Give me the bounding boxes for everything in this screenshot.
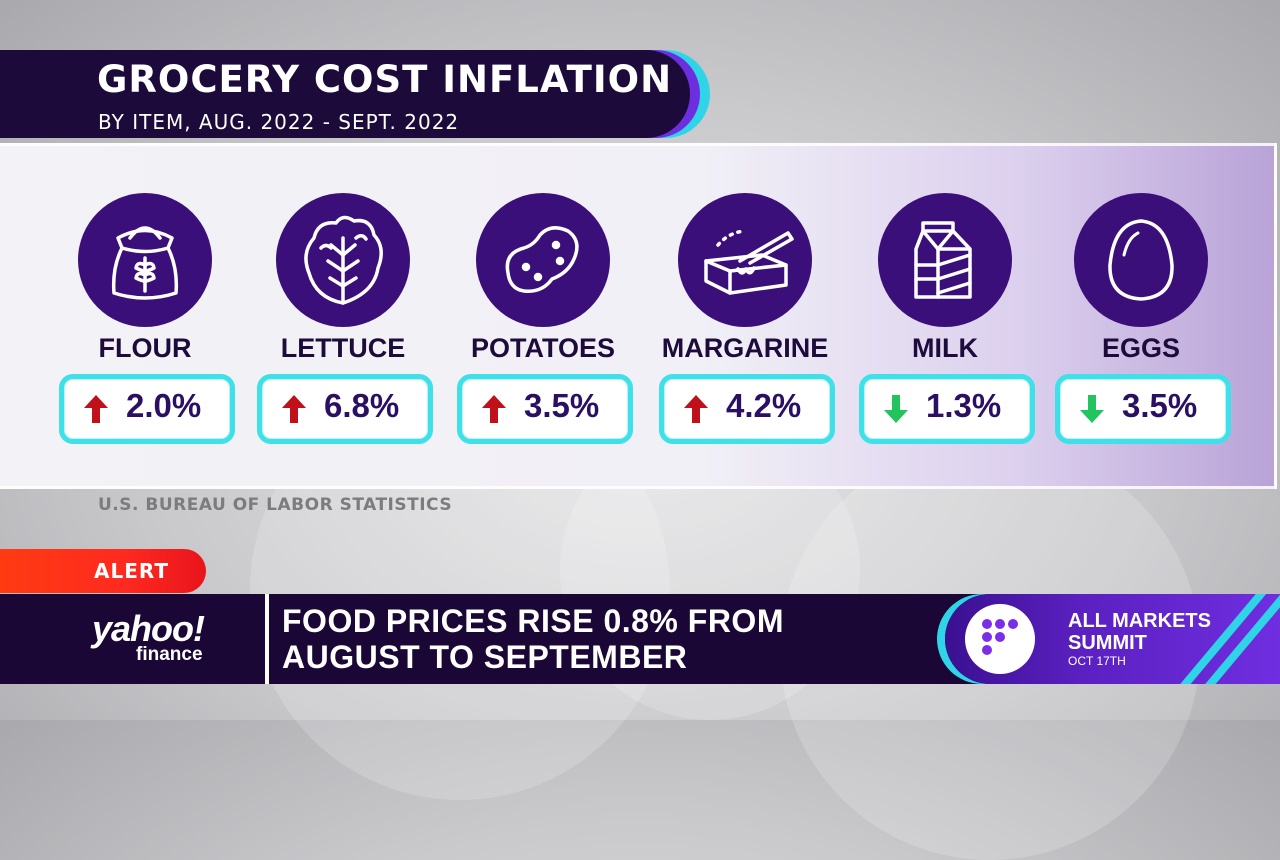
logo-main-text: yahoo! — [92, 608, 205, 649]
arrow-up-icon — [282, 395, 306, 423]
item-label: LETTUCE — [280, 333, 406, 363]
inflation-panel: FLOUR 2.0% LETTUCE 6.8% — [0, 143, 1277, 489]
summit-title: ALL MARKETS SUMMIT — [1068, 610, 1211, 654]
summit-promo: ALL MARKETS SUMMIT OCT 17TH — [945, 594, 1280, 684]
source-credit: U.S. BUREAU OF LABOR STATISTICS — [98, 495, 453, 515]
item-lettuce: LETTUCE 6.8% — [243, 146, 443, 486]
logo-sub-text: finance — [136, 644, 203, 665]
item-label: FLOUR — [98, 333, 192, 363]
item-label: POTATOES — [470, 333, 616, 363]
change-value: 4.2% — [726, 387, 802, 424]
item-eggs: EGGS 3.5% — [1041, 146, 1241, 486]
change-badge: 4.2% — [659, 374, 835, 444]
alert-label: ALERT — [94, 559, 170, 583]
item-flour: FLOUR 2.0% — [45, 146, 245, 486]
arrow-up-icon — [84, 395, 108, 423]
item-milk: MILK 1.3% — [845, 146, 1045, 486]
milk-carton-icon — [878, 193, 1012, 327]
news-ticker: yahoo! finance FOOD PRICES RISE 0.8% FRO… — [0, 594, 1280, 684]
item-margarine: MARGARINE 4.2% — [645, 146, 845, 486]
alert-tag: ALERT — [0, 549, 206, 593]
yahoo-finance-logo: yahoo! finance — [0, 594, 269, 684]
item-potatoes: POTATOES 3.5% — [443, 146, 643, 486]
margarine-icon — [678, 193, 812, 327]
chart-title: GROCERY COST INFLATION — [97, 58, 673, 101]
dots-icon — [982, 619, 1018, 655]
change-badge: 2.0% — [59, 374, 235, 444]
lettuce-icon — [276, 193, 410, 327]
change-value: 1.3% — [926, 387, 1002, 424]
summit-title-line-2: SUMMIT — [1068, 632, 1147, 654]
arrow-down-icon — [1080, 395, 1104, 423]
arrow-up-icon — [684, 395, 708, 423]
change-badge: 1.3% — [859, 374, 1035, 444]
arrow-up-icon — [482, 395, 506, 423]
change-value: 2.0% — [126, 387, 202, 424]
headline: FOOD PRICES RISE 0.8% FROM AUGUST TO SEP… — [282, 603, 784, 675]
chart-subtitle: BY ITEM, AUG. 2022 - SEPT. 2022 — [98, 110, 460, 134]
summit-logo-icon — [965, 604, 1035, 674]
item-label: EGGS — [1101, 333, 1181, 363]
change-value: 6.8% — [324, 387, 400, 424]
change-badge: 6.8% — [257, 374, 433, 444]
change-value: 3.5% — [1122, 387, 1198, 424]
egg-icon — [1074, 193, 1208, 327]
arrow-down-icon — [884, 395, 908, 423]
summit-title-line-1: ALL MARKETS — [1068, 610, 1211, 632]
item-label: MILK — [912, 333, 978, 363]
change-badge: 3.5% — [457, 374, 633, 444]
title-banner: GROCERY COST INFLATION BY ITEM, AUG. 202… — [0, 50, 690, 138]
change-badge: 3.5% — [1055, 374, 1231, 444]
summit-date: OCT 17TH — [1068, 654, 1126, 668]
headline-line-1: FOOD PRICES RISE 0.8% FROM — [282, 603, 784, 639]
headline-line-2: AUGUST TO SEPTEMBER — [282, 639, 688, 675]
flour-sack-icon — [78, 193, 212, 327]
potato-icon — [476, 193, 610, 327]
change-value: 3.5% — [524, 387, 600, 424]
item-label: MARGARINE — [661, 333, 829, 363]
